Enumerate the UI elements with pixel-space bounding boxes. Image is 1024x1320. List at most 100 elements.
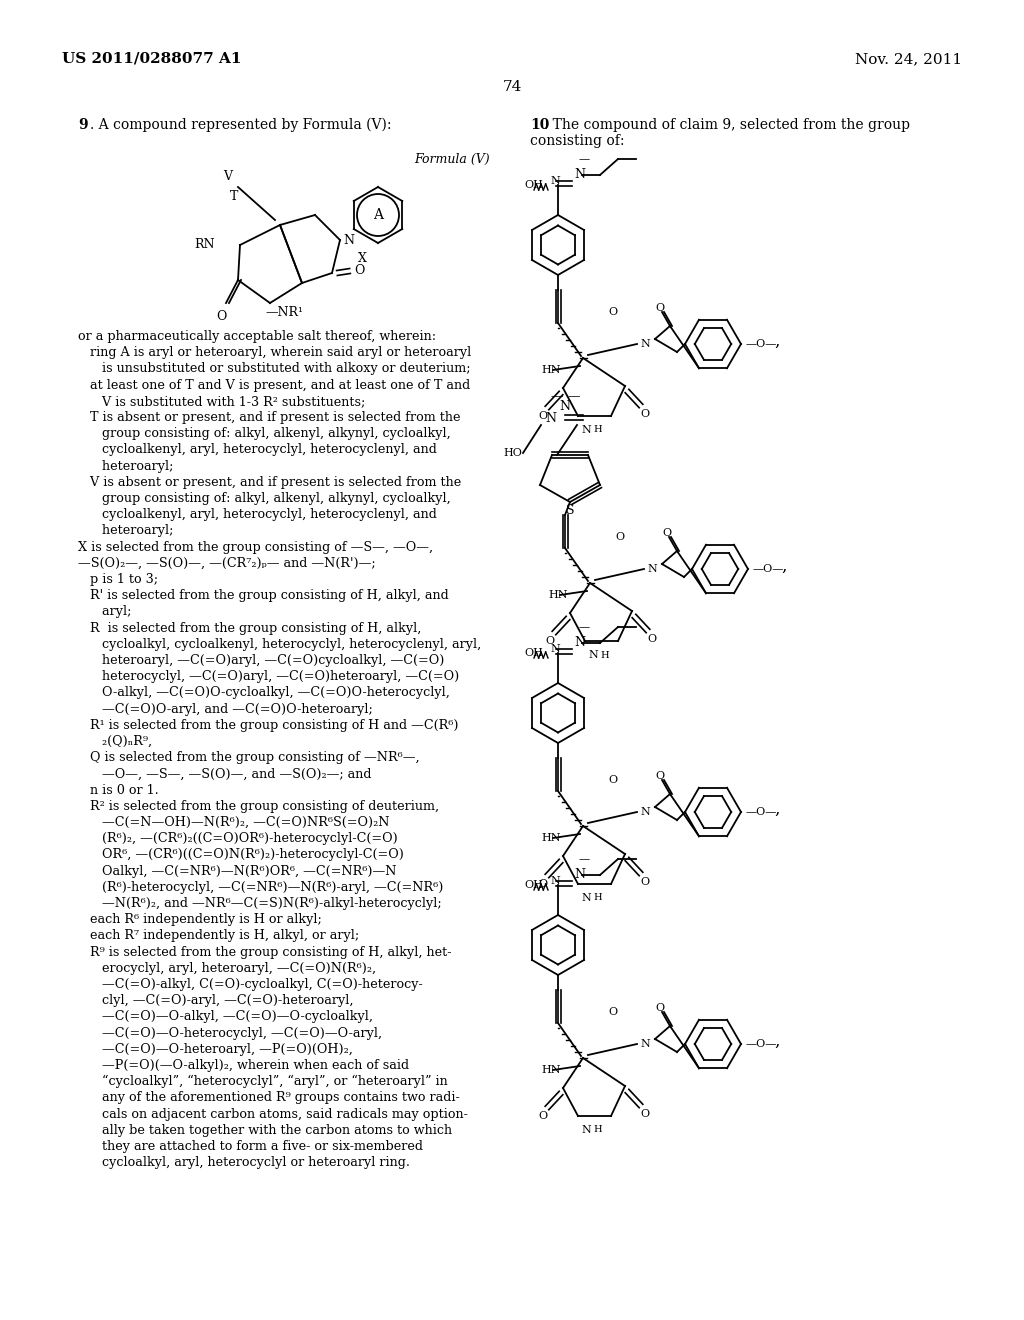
Text: each R⁶ independently is H or alkyl;: each R⁶ independently is H or alkyl; bbox=[78, 913, 322, 927]
Text: R⁹ is selected from the group consisting of H, alkyl, het-: R⁹ is selected from the group consisting… bbox=[78, 945, 452, 958]
Text: each R⁷ independently is H, alkyl, or aryl;: each R⁷ independently is H, alkyl, or ar… bbox=[78, 929, 359, 942]
Text: consisting of:: consisting of: bbox=[530, 135, 625, 148]
Text: H: H bbox=[594, 1126, 602, 1134]
Text: O: O bbox=[608, 1007, 617, 1016]
Text: RN: RN bbox=[195, 239, 215, 252]
Text: V: V bbox=[223, 170, 232, 183]
Text: ,: , bbox=[774, 1032, 779, 1049]
Text: V is absent or present, and if present is selected from the: V is absent or present, and if present i… bbox=[78, 475, 461, 488]
Text: “cycloalkyl”, “heterocyclyl”, “aryl”, or “heteroaryl” in: “cycloalkyl”, “heterocyclyl”, “aryl”, or… bbox=[78, 1076, 447, 1089]
Text: cals on adjacent carbon atoms, said radicals may option-: cals on adjacent carbon atoms, said radi… bbox=[78, 1107, 468, 1121]
Text: O: O bbox=[647, 634, 656, 644]
Text: H: H bbox=[601, 651, 609, 660]
Text: V is substituted with 1-3 R² substituents;: V is substituted with 1-3 R² substituent… bbox=[78, 395, 366, 408]
Text: O-alkyl, —C(=O)O-cycloalkyl, —C(=O)O-heterocyclyl,: O-alkyl, —C(=O)O-cycloalkyl, —C(=O)O-het… bbox=[78, 686, 450, 700]
Text: . A compound represented by Formula (V):: . A compound represented by Formula (V): bbox=[90, 117, 391, 132]
Text: O: O bbox=[608, 775, 617, 785]
Text: O: O bbox=[354, 264, 365, 277]
Text: N: N bbox=[647, 564, 656, 574]
Text: N: N bbox=[545, 412, 556, 425]
Text: aryl;: aryl; bbox=[78, 606, 131, 618]
Text: N: N bbox=[574, 169, 585, 181]
Text: any of the aforementioned R⁹ groups contains two radi-: any of the aforementioned R⁹ groups cont… bbox=[78, 1092, 460, 1105]
Text: —: — bbox=[550, 391, 562, 404]
Text: 74: 74 bbox=[503, 81, 521, 94]
Text: N: N bbox=[559, 400, 570, 413]
Text: ally be taken together with the carbon atoms to which: ally be taken together with the carbon a… bbox=[78, 1123, 453, 1137]
Text: N: N bbox=[574, 869, 585, 882]
Text: N: N bbox=[343, 234, 354, 247]
Text: —O—: —O— bbox=[746, 807, 777, 817]
Text: N: N bbox=[574, 636, 585, 649]
Text: HN: HN bbox=[541, 1065, 560, 1074]
Text: 9: 9 bbox=[78, 117, 88, 132]
Text: O: O bbox=[539, 1111, 548, 1121]
Text: group consisting of: alkyl, alkenyl, alkynyl, cycloalkyl,: group consisting of: alkyl, alkenyl, alk… bbox=[78, 492, 451, 506]
Text: —P(=O)(—O-alkyl)₂, wherein when each of said: —P(=O)(—O-alkyl)₂, wherein when each of … bbox=[78, 1059, 410, 1072]
Text: H: H bbox=[594, 894, 602, 903]
Text: X: X bbox=[358, 252, 367, 264]
Text: T is absent or present, and if present is selected from the: T is absent or present, and if present i… bbox=[78, 411, 461, 424]
Text: 10: 10 bbox=[530, 117, 549, 132]
Text: N: N bbox=[582, 1125, 591, 1135]
Text: p is 1 to 3;: p is 1 to 3; bbox=[78, 573, 158, 586]
Text: T: T bbox=[229, 190, 239, 203]
Text: heterocyclyl, —C(=O)aryl, —C(=O)heteroaryl, —C(=O): heterocyclyl, —C(=O)aryl, —C(=O)heteroar… bbox=[78, 671, 459, 684]
Text: —C(=O)—O-heteroaryl, —P(=O)(OH)₂,: —C(=O)—O-heteroaryl, —P(=O)(OH)₂, bbox=[78, 1043, 353, 1056]
Text: Formula (V): Formula (V) bbox=[415, 153, 490, 166]
Text: O: O bbox=[608, 308, 617, 317]
Text: X is selected from the group consisting of —S—, —O—,: X is selected from the group consisting … bbox=[78, 541, 433, 553]
Text: heteroaryl, —C(=O)aryl, —C(=O)cycloalkyl, —C(=O): heteroaryl, —C(=O)aryl, —C(=O)cycloalkyl… bbox=[78, 653, 444, 667]
Text: O: O bbox=[539, 879, 548, 888]
Text: —N(R⁶)₂, and —NR⁶—C(=S)N(R⁶)-alkyl-heterocyclyl;: —N(R⁶)₂, and —NR⁶—C(=S)N(R⁶)-alkyl-heter… bbox=[78, 898, 441, 909]
Text: R¹ is selected from the group consisting of H and —C(R⁶): R¹ is selected from the group consisting… bbox=[78, 719, 459, 731]
Text: N: N bbox=[640, 807, 650, 817]
Text: clyl, —C(=O)-aryl, —C(=O)-heteroaryl,: clyl, —C(=O)-aryl, —C(=O)-heteroaryl, bbox=[78, 994, 353, 1007]
Text: OH: OH bbox=[524, 880, 543, 890]
Text: —: — bbox=[567, 391, 580, 404]
Text: O: O bbox=[640, 876, 649, 887]
Text: —NR¹: —NR¹ bbox=[265, 306, 303, 319]
Text: O: O bbox=[615, 532, 625, 543]
Text: cycloalkenyl, aryl, heterocyclyl, heterocyclenyl, and: cycloalkenyl, aryl, heterocyclyl, hetero… bbox=[78, 444, 437, 457]
Text: cycloalkyl, aryl, heterocyclyl or heteroaryl ring.: cycloalkyl, aryl, heterocyclyl or hetero… bbox=[78, 1156, 410, 1170]
Text: N: N bbox=[640, 339, 650, 348]
Text: H: H bbox=[594, 425, 602, 434]
Text: n is 0 or 1.: n is 0 or 1. bbox=[78, 784, 159, 796]
Text: N: N bbox=[640, 1039, 650, 1049]
Text: HN: HN bbox=[548, 590, 567, 601]
Text: heteroaryl;: heteroaryl; bbox=[78, 524, 173, 537]
Text: —O—: —O— bbox=[746, 339, 777, 348]
Text: HN: HN bbox=[541, 833, 560, 843]
Text: O: O bbox=[655, 304, 665, 313]
Text: —C(=N—OH)—N(R⁶)₂, —C(=O)NR⁶S(=O)₂N: —C(=N—OH)—N(R⁶)₂, —C(=O)NR⁶S(=O)₂N bbox=[78, 816, 389, 829]
Text: cycloalkenyl, aryl, heterocyclyl, heterocyclenyl, and: cycloalkenyl, aryl, heterocyclyl, hetero… bbox=[78, 508, 437, 521]
Text: N: N bbox=[550, 176, 560, 186]
Text: ,: , bbox=[781, 557, 786, 574]
Text: O: O bbox=[640, 1109, 649, 1119]
Text: Nov. 24, 2011: Nov. 24, 2011 bbox=[855, 51, 962, 66]
Text: O: O bbox=[655, 1003, 665, 1012]
Text: group consisting of: alkyl, alkenyl, alkynyl, cycloalkyl,: group consisting of: alkyl, alkenyl, alk… bbox=[78, 428, 451, 440]
Text: O: O bbox=[655, 771, 665, 781]
Text: US 2011/0288077 A1: US 2011/0288077 A1 bbox=[62, 51, 242, 66]
Text: —C(=O)-alkyl, C(=O)-cycloalkyl, C(=O)-heterocy-: —C(=O)-alkyl, C(=O)-cycloalkyl, C(=O)-he… bbox=[78, 978, 423, 991]
Text: is unsubstituted or substituted with alkoxy or deuterium;: is unsubstituted or substituted with alk… bbox=[78, 363, 470, 375]
Text: —S(O)₂—, —S(O)—, —(CR⁷₂)ₚ— and —N(R')—;: —S(O)₂—, —S(O)—, —(CR⁷₂)ₚ— and —N(R')—; bbox=[78, 557, 376, 570]
Text: O: O bbox=[546, 636, 555, 645]
Text: N: N bbox=[550, 876, 560, 886]
Text: Oalkyl, —C(=NR⁶)—N(R⁶)OR⁶, —C(=NR⁶)—N: Oalkyl, —C(=NR⁶)—N(R⁶)OR⁶, —C(=NR⁶)—N bbox=[78, 865, 396, 878]
Text: N: N bbox=[582, 425, 591, 436]
Text: O: O bbox=[663, 528, 672, 539]
Text: (R⁶)₂, —(CR⁶)₂((C=O)OR⁶)-heterocyclyl-C(=O): (R⁶)₂, —(CR⁶)₂((C=O)OR⁶)-heterocyclyl-C(… bbox=[78, 832, 397, 845]
Text: heteroaryl;: heteroaryl; bbox=[78, 459, 173, 473]
Text: ₂(Q)ₙR⁹,: ₂(Q)ₙR⁹, bbox=[78, 735, 153, 748]
Text: —O—, —S—, —S(O)—, and —S(O)₂—; and: —O—, —S—, —S(O)—, and —S(O)₂—; and bbox=[78, 767, 372, 780]
Text: —O—: —O— bbox=[746, 1039, 777, 1049]
Text: —C(=O)O-aryl, and —C(=O)O-heteroaryl;: —C(=O)O-aryl, and —C(=O)O-heteroaryl; bbox=[78, 702, 373, 715]
Text: O: O bbox=[640, 409, 649, 418]
Text: A: A bbox=[373, 209, 383, 222]
Text: cycloalkyl, cycloalkenyl, heterocyclyl, heterocyclenyl, aryl,: cycloalkyl, cycloalkenyl, heterocyclyl, … bbox=[78, 638, 481, 651]
Text: O: O bbox=[539, 411, 548, 421]
Text: ,: , bbox=[774, 333, 779, 350]
